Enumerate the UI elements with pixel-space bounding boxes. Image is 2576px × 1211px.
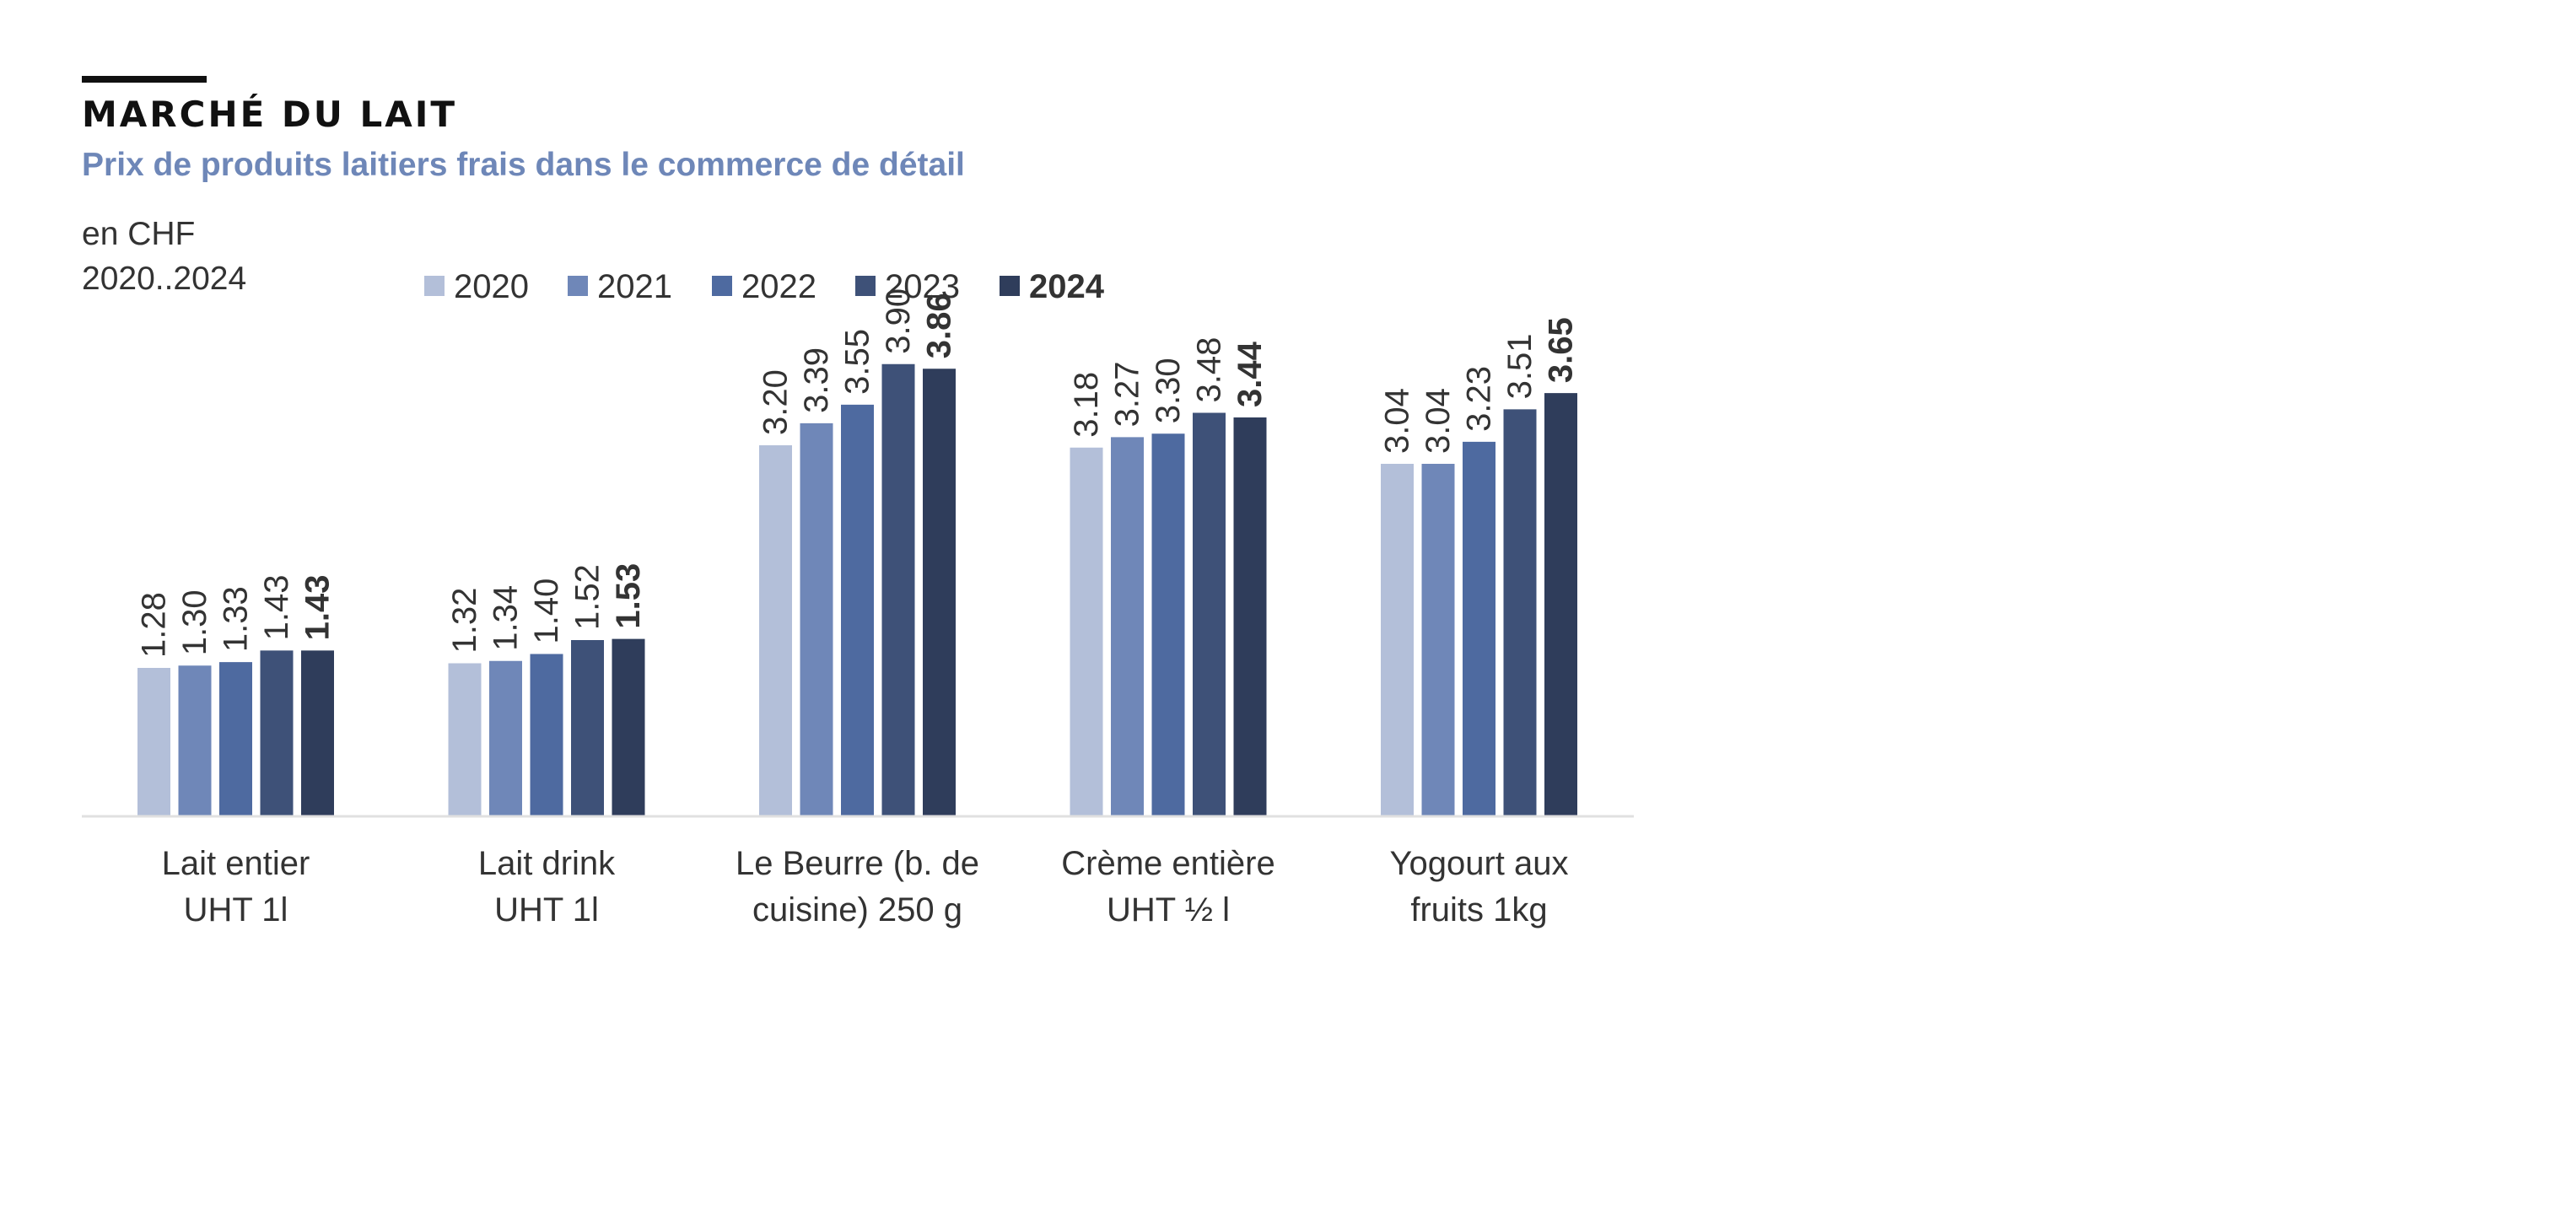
legend-label-2023: 2023 (885, 268, 960, 305)
data-label-4-2022: 3.23 (1461, 366, 1498, 432)
data-label-0-2024: 1.43 (299, 575, 337, 641)
data-label-3-2023: 3.48 (1191, 337, 1228, 403)
bar-0-2022 (219, 662, 252, 816)
data-label-3-2021: 3.27 (1109, 362, 1146, 428)
period-label: 2020..2024 (82, 261, 246, 297)
bar-4-2021 (1421, 464, 1455, 816)
legend-label-2020: 2020 (454, 268, 529, 305)
bar-0-2021 (178, 665, 212, 816)
bar-3-2024 (1233, 417, 1267, 816)
category-label-2-line-0: Le Beurre (b. de (736, 845, 979, 882)
bar-4-2020 (1381, 464, 1414, 816)
bar-2-2020 (759, 445, 792, 816)
data-label-2-2020: 3.20 (757, 369, 795, 435)
bar-1-2022 (530, 654, 563, 816)
data-label-1-2023: 1.52 (569, 564, 606, 630)
legend-label-2024: 2024 (1029, 268, 1105, 305)
data-label-0-2020: 1.28 (136, 592, 173, 658)
bar-2-2024 (923, 369, 956, 816)
title-accent-bar (82, 76, 207, 83)
bar-3-2020 (1070, 447, 1103, 816)
data-label-3-2020: 3.18 (1068, 372, 1105, 438)
legend: 2020 2021 2022 2023 2024 (424, 268, 1105, 305)
legend-swatch-2024 (1000, 276, 1020, 296)
bar-3-2021 (1111, 437, 1144, 816)
category-label-4-line-1: fruits 1kg (1410, 891, 1547, 928)
category-label-4-line-0: Yogourt aux (1389, 845, 1568, 882)
chart-subtitle: Prix de produits laitiers frais dans le … (82, 147, 965, 183)
bar-2-2021 (800, 423, 833, 816)
category-label-1-line-1: UHT 1l (494, 891, 599, 928)
data-label-0-2021: 1.30 (176, 589, 213, 655)
legend-swatch-2020 (424, 276, 445, 296)
data-label-4-2023: 3.51 (1501, 334, 1539, 400)
unit-label: en CHF (82, 216, 195, 252)
data-label-4-2020: 3.04 (1379, 388, 1416, 454)
data-label-4-2024: 3.65 (1543, 317, 1580, 383)
bar-0-2024 (301, 650, 334, 816)
bar-1-2024 (612, 638, 645, 816)
legend-swatch-2022 (712, 276, 732, 296)
data-label-2-2022: 3.55 (839, 329, 876, 395)
data-label-2-2023: 3.90 (880, 288, 917, 354)
legend-swatch-2021 (568, 276, 588, 296)
x-axis-labels: Lait entier UHT 1l Lait drink UHT 1l Le Beur… (162, 845, 1569, 928)
bar-4-2024 (1544, 393, 1577, 816)
legend-swatch-2023 (855, 276, 876, 296)
bar-1-2020 (448, 663, 482, 816)
data-label-3-2022: 3.30 (1150, 358, 1187, 423)
category-label-2-line-1: cuisine) 250 g (752, 891, 962, 928)
bar-0-2023 (260, 650, 294, 816)
category-label-0-line-0: Lait entier (162, 845, 310, 882)
data-label-1-2021: 1.34 (488, 585, 525, 651)
data-label-0-2022: 1.33 (218, 586, 255, 652)
data-label-1-2022: 1.40 (528, 579, 565, 644)
bar-0-2020 (137, 668, 170, 816)
bar-4-2022 (1463, 441, 1495, 816)
category-label-3-line-0: Crème entière (1061, 845, 1275, 882)
data-label-4-2021: 3.04 (1420, 388, 1457, 454)
data-label-1-2020: 1.32 (446, 588, 483, 654)
plot-area: 1.28 1.30 1.33 1.43 1.43 1.32 1.34 1.40 1.52 1.53… (136, 288, 1580, 816)
data-label-1-2024: 1.53 (610, 563, 647, 629)
bar-1-2023 (571, 640, 604, 816)
bar-2-2023 (881, 363, 915, 816)
data-label-2-2024: 3.86 (921, 293, 958, 358)
category-label-1-line-0: Lait drink (478, 845, 616, 882)
bar-4-2023 (1503, 409, 1537, 816)
legend-label-2022: 2022 (741, 268, 816, 305)
bar-3-2022 (1151, 433, 1185, 816)
category-label-3-line-1: UHT ½ l (1107, 891, 1230, 928)
bar-2-2022 (841, 404, 874, 816)
bar-1-2021 (489, 660, 522, 816)
legend-label-2021: 2021 (597, 268, 672, 305)
data-label-2-2021: 3.39 (798, 347, 835, 413)
bar-3-2023 (1193, 412, 1226, 816)
data-label-0-2023: 1.43 (258, 575, 295, 641)
category-label-0-line-1: UHT 1l (184, 891, 288, 928)
chart-title: MARCHÉ DU LAIT (82, 93, 457, 135)
data-label-3-2024: 3.44 (1231, 341, 1269, 407)
